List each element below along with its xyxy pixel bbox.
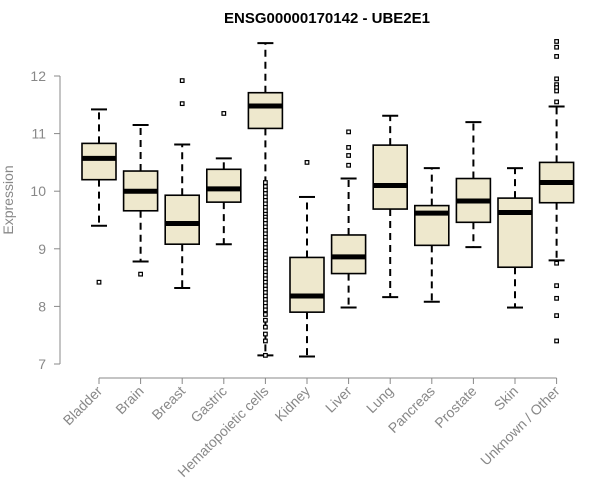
box-group — [122, 123, 159, 277]
x-tick-label: Unknown / Other — [477, 383, 563, 469]
x-tick-label: Lung — [363, 383, 396, 416]
box-group — [206, 111, 242, 246]
outlier-point — [263, 312, 268, 317]
outlier-point — [554, 99, 559, 105]
box-group — [330, 129, 367, 309]
outlier-point — [554, 88, 559, 94]
outlier-point — [554, 283, 559, 289]
plot-area — [81, 39, 575, 358]
outlier-point — [554, 295, 559, 301]
outlier-point — [346, 162, 351, 168]
y-tick-label: 9 — [38, 241, 46, 257]
y-axis: 7 8 9 10 11 12 — [30, 68, 61, 372]
iqr-box — [206, 168, 242, 203]
x-tick-label: Prostate — [431, 383, 479, 431]
outlier-point — [263, 180, 268, 185]
y-tick-label: 8 — [38, 298, 46, 314]
iqr-box — [497, 197, 533, 269]
outlier-point — [346, 129, 351, 135]
outlier-point — [263, 352, 268, 358]
box-group — [455, 121, 492, 249]
x-tick-label: Liver — [322, 383, 355, 416]
chart-title: ENSG00000170142 - UBE2E1 — [224, 10, 430, 27]
iqr-box — [372, 144, 409, 210]
outlier-point — [304, 160, 310, 165]
y-tick-label: 10 — [30, 183, 46, 199]
iqr-box — [164, 194, 200, 245]
outlier-point — [554, 39, 559, 44]
y-tick-label: 12 — [30, 68, 46, 84]
outlier-point — [263, 317, 268, 323]
box-group — [81, 108, 117, 285]
outlier-point — [554, 338, 559, 344]
outlier-point — [346, 153, 351, 158]
outlier-point — [263, 307, 268, 313]
outlier-point — [554, 54, 559, 59]
iqr-box — [330, 234, 367, 275]
outlier-point — [554, 44, 559, 50]
outlier-point — [346, 145, 351, 150]
box-group — [497, 167, 533, 309]
x-tick-label: Brain — [112, 383, 146, 417]
y-axis-label: Expression — [0, 165, 16, 234]
x-tick-label: Breast — [148, 383, 188, 423]
outlier-point — [138, 271, 144, 277]
box-group — [164, 78, 200, 289]
outlier-point — [221, 111, 227, 116]
box-group — [289, 160, 325, 358]
outlier-point — [554, 76, 559, 82]
x-tick-label: Kidney — [272, 383, 314, 425]
x-tick-label: Skin — [491, 383, 522, 414]
iqr-box — [247, 91, 284, 130]
x-tick-label: Bladder — [60, 383, 106, 429]
iqr-box — [289, 256, 325, 313]
outlier-point — [263, 331, 268, 337]
outlier-point — [554, 313, 559, 319]
y-tick-label: 11 — [31, 126, 46, 142]
outlier-point — [263, 324, 268, 330]
outlier-point — [554, 260, 559, 266]
box-group — [247, 42, 284, 358]
y-tick-label: 7 — [38, 356, 46, 372]
outlier-point — [179, 78, 185, 84]
iqr-box — [81, 142, 117, 181]
outlier-point — [263, 338, 268, 344]
outlier-point — [179, 101, 185, 107]
box-group — [538, 39, 575, 344]
outlier-point — [96, 279, 102, 285]
box-group — [413, 167, 450, 303]
box-group — [372, 114, 409, 299]
